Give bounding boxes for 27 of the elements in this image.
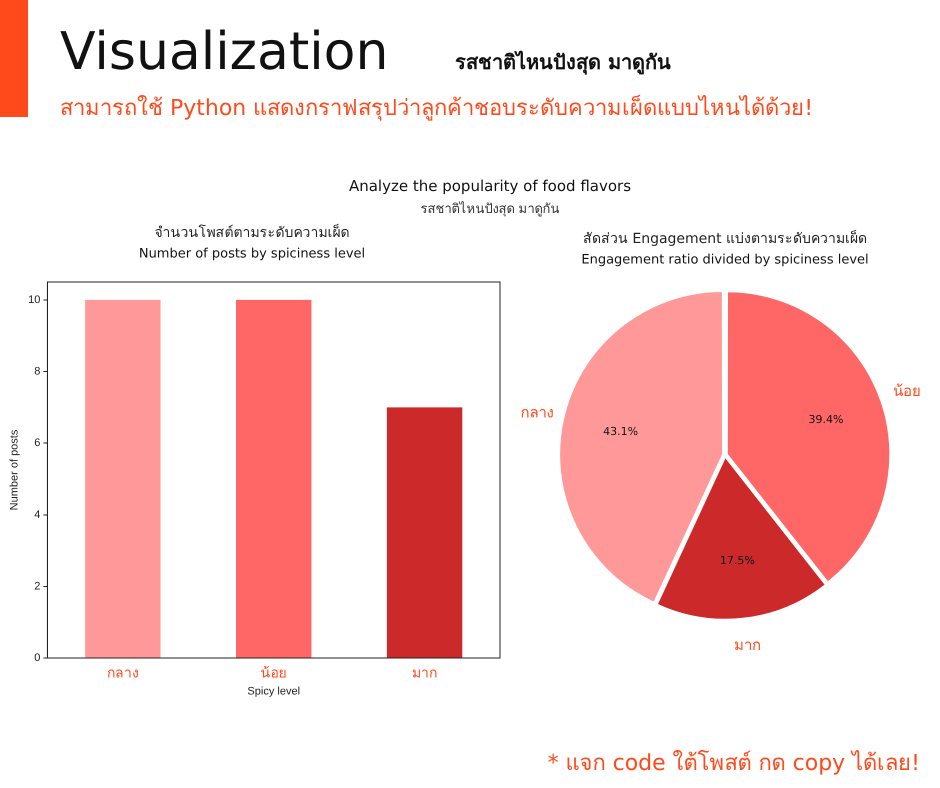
slice-label: มาก (734, 636, 761, 654)
text: Visualization (60, 22, 388, 82)
y-tick-label: 2 (34, 580, 40, 592)
y-tick-label: 6 (34, 437, 40, 450)
x-tick-label: มาก (412, 664, 438, 680)
text: รสชาติไหนปังสุด มาดูกัน (455, 49, 671, 77)
y-axis-title: Number of posts (8, 429, 21, 510)
x-axis-title: Spicy level (247, 685, 300, 698)
y-tick-label: 10 (28, 294, 40, 306)
slice-label: กลาง (520, 403, 554, 422)
x-tick-label: น้อย (260, 664, 287, 680)
chart-subtitle: Engagement ratio divided by spiciness level (581, 252, 869, 268)
text: * แจก code ใต้โพสต์ กด copy ได้เลย! (548, 749, 920, 778)
chart-title: จำนวนโพสต์ตามระดับความเผ็ด (154, 222, 350, 241)
y-tick-label: 4 (34, 508, 40, 521)
x-tick-label: กลาง (106, 664, 139, 680)
data-label: 17.5% (720, 554, 755, 568)
text: สามารถใช้ Python แสดงกราฟสรุปว่าลูกค้าชอบระดับความเผ็ดแบบไหนได้ด้วย! (60, 94, 814, 123)
y-tick-label: 0 (34, 652, 40, 664)
data-label: 39.4% (808, 412, 844, 426)
text: Analyze the popularity of food flavors (348, 177, 632, 195)
chart-subtitle: Number of posts by spiciness level (138, 246, 366, 262)
slice-label: น้อย (892, 382, 921, 400)
chart-title: สัดส่วน Engagement แบ่งตามระดับความเผ็ด (582, 228, 868, 247)
y-tick-label: 8 (34, 366, 40, 378)
text: รสชาติไหนปังสุด มาดูกัน (419, 200, 561, 219)
data-label: 43.1% (603, 424, 638, 438)
